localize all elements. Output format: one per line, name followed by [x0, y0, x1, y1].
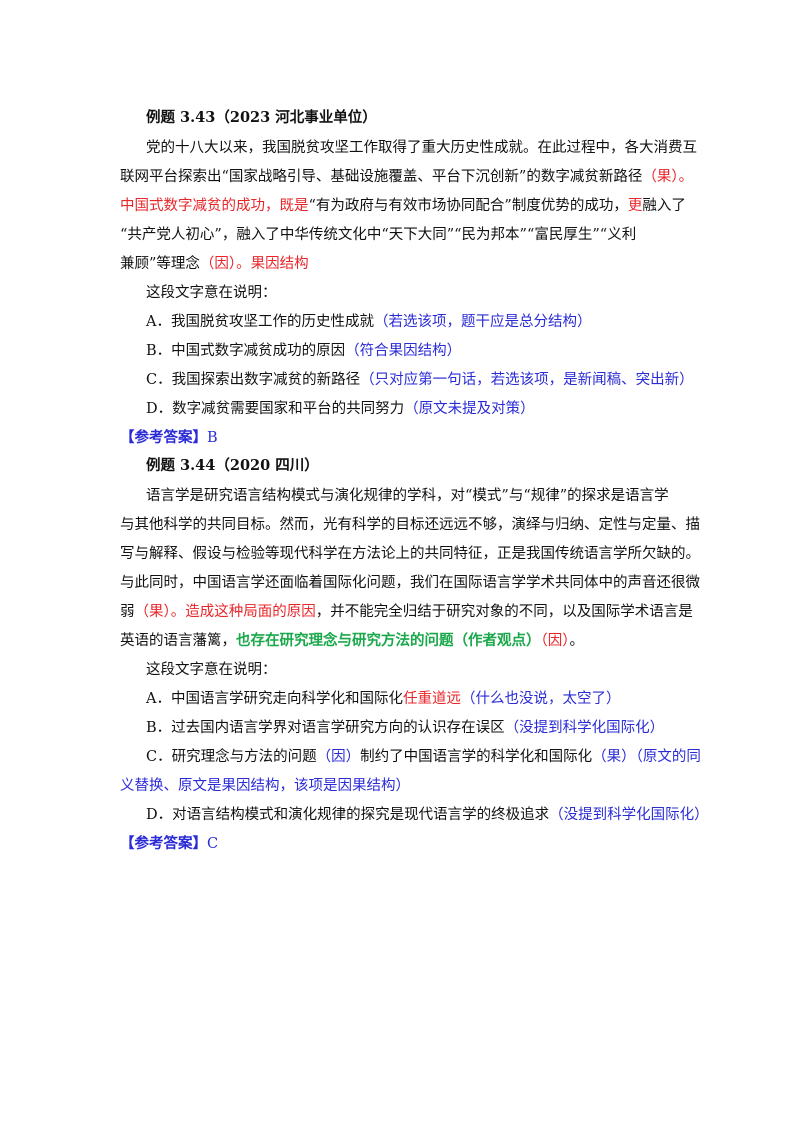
paragraph-line: 弱（果）。造成这种局面的原因，并不能完全归结于研究对象的不同，以及国际学术语言是: [120, 604, 693, 620]
answer-value: C: [207, 836, 219, 852]
option-c: C．研究理念与方法的问题（因）制约了中国语言学的科学化和国际化（果）（原文的同: [146, 749, 701, 765]
cause-marker: （因）。果因结构: [199, 256, 309, 272]
paragraph-line: 中国式数字减贫的成功，既是“有为政府与有效市场协同配合”制度优势的成功，更融入了: [120, 198, 686, 214]
answer-line: 【参考答案】B: [120, 428, 218, 448]
highlight-text: 中国式数字减贫的成功，既是: [120, 198, 309, 214]
example-title: 例题 3.44（2020 四川）: [146, 457, 319, 474]
highlight-text: 任重道远: [402, 691, 461, 707]
option-note: （因）: [316, 749, 361, 765]
highlight-text: 更: [627, 198, 643, 214]
option-note: （只对应第一句话，若选该项，是新闻稿、突出新）: [360, 372, 694, 388]
paragraph-line: 兼顾”等理念（因）。果因结构: [120, 256, 309, 272]
option-note: （原文未提及对策）: [404, 401, 535, 417]
paragraph-line: 与其他科学的共同目标。然而，光有科学的目标还远远不够，演绎与归纳、定性与定量、描: [120, 517, 700, 533]
option-a: A．中国语言学研究走向科学化和国际化任重道远（什么也没说，太空了）: [146, 691, 621, 707]
answer-label: 【参考答案】: [120, 835, 207, 852]
option-note: （若选该项，题干应是总分结构）: [373, 314, 592, 330]
option-d: D．数字减贫需要国家和平台的共同努力（原文未提及对策）: [146, 401, 535, 417]
option-c: C．我国探索出数字减贫的新路径（只对应第一句话，若选该项，是新闻稿、突出新）: [146, 372, 694, 388]
paragraph-line: 语言学是研究语言结构模式与演化规律的学科，对“模式”与“规律”的探求是语言学: [146, 488, 669, 504]
example-title: 例题 3.43（2023 河北事业单位）: [146, 109, 377, 126]
paragraph-line: 党的十八大以来，我国脱贫攻坚工作取得了重大历史性成就。在此过程中，各大消费互: [146, 140, 697, 156]
result-marker: （果）。: [642, 169, 694, 185]
option-note: （果）（原文的同: [592, 749, 701, 765]
paragraph-line: 联网平台探索出“国家战略引导、基础设施覆盖、平台下沉创新”的数字减贫新路径（果）…: [120, 169, 694, 185]
option-note: （什么也没说，太空了）: [460, 691, 621, 707]
option-note: （符合果因结构）: [345, 343, 462, 359]
paragraph-line: 与此同时，中国语言学还面临着国际化问题，我们在国际语言学学术共同体中的声音还很微: [120, 575, 700, 591]
author-view-text: 也存在研究理念与研究方法的问题（作者观点）: [236, 632, 541, 649]
answer-line: 【参考答案】C: [120, 834, 218, 854]
answer-label: 【参考答案】: [120, 429, 207, 446]
option-b: B．中国式数字减贫成功的原因（符合果因结构）: [146, 343, 462, 359]
option-note: （没提到科学化国际化）: [504, 720, 665, 736]
option-b: B．过去国内语言学界对语言学研究方向的认识存在误区（没提到科学化国际化）: [146, 720, 665, 736]
paragraph-line: “共产党人初心”，融入了中华传统文化中“天下大同”“民为邦本”“富民厚生”“义利: [120, 227, 637, 243]
option-a: A．我国脱贫攻坚工作的历史性成就（若选该项，题干应是总分结构）: [146, 314, 592, 330]
option-note: 义替换、原文是果因结构，该项是因果结构）: [120, 778, 410, 794]
option-d: D．对语言结构模式和演化规律的探究是现代语言学的终极追求（没提到科学化国际化）: [146, 807, 709, 823]
question-text: 这段文字意在说明：: [146, 285, 277, 301]
option-note: （没提到科学化国际化）: [549, 807, 709, 823]
answer-value: B: [207, 430, 218, 446]
paragraph-line: 英语的语言藩篱，也存在研究理念与研究方法的问题（作者观点）（因）。: [120, 632, 584, 649]
question-text: 这段文字意在说明：: [146, 662, 277, 678]
paragraph-line: 写与解释、假设与检验等现代科学在方法论上的共同特征，正是我国传统语言学所欠缺的。: [120, 546, 700, 562]
cause-marker: （因）: [540, 633, 570, 649]
highlight-text: （果）。造成这种局面的原因: [134, 604, 316, 620]
